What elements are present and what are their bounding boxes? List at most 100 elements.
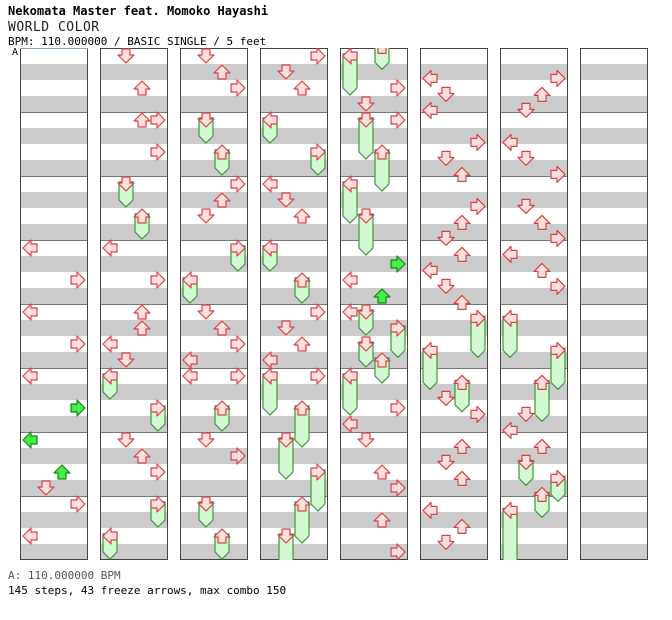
note-layer <box>262 48 326 560</box>
down-arrow-icon <box>197 208 215 224</box>
beat-stripe <box>100 64 168 80</box>
left-arrow-icon <box>502 421 518 439</box>
beat-stripe <box>340 160 408 176</box>
freeze-arrow <box>278 533 294 560</box>
freeze-arrow <box>278 437 294 480</box>
column-border <box>500 48 568 560</box>
beat-stripe <box>180 128 248 144</box>
up-arrow-icon <box>293 80 311 96</box>
up-arrow-icon <box>293 272 311 288</box>
up-arrow-icon <box>293 400 311 416</box>
down-arrow-icon <box>277 528 295 544</box>
chart-meta: BPM: 110.000000 / BASIC SINGLE / 5 feet <box>8 35 267 48</box>
bpm-marker-label: A <box>12 47 19 58</box>
right-arrow-icon <box>150 463 166 481</box>
note-layer <box>422 69 486 551</box>
beat-stripe <box>580 384 648 400</box>
right-arrow-icon <box>470 309 486 327</box>
beat-stripe <box>580 288 648 304</box>
up-arrow-icon <box>533 374 551 390</box>
beat-stripe <box>260 192 328 208</box>
beat-stripe <box>20 320 88 336</box>
left-arrow-icon <box>342 175 358 193</box>
beat-stripe <box>100 256 168 272</box>
down-arrow-icon <box>37 480 55 496</box>
down-arrow-icon <box>357 432 375 448</box>
left-arrow-icon <box>22 239 38 257</box>
down-arrow-icon <box>277 64 295 80</box>
right-arrow-icon <box>150 399 166 417</box>
up-arrow-icon <box>453 294 471 310</box>
beat-stripe <box>260 224 328 240</box>
beat-stripe <box>260 416 328 432</box>
column-border <box>100 48 168 560</box>
beat-stripe <box>20 384 88 400</box>
left-arrow-icon <box>22 367 38 385</box>
right-arrow-icon <box>150 271 166 289</box>
beat-stripe <box>180 480 248 496</box>
right-arrow-icon <box>310 143 326 161</box>
right-arrow-icon <box>150 143 166 161</box>
right-arrow-icon <box>550 69 566 88</box>
beat-stripe <box>20 256 88 272</box>
up-arrow-icon <box>213 64 231 80</box>
beat-stripe <box>580 256 648 272</box>
beat-stripe <box>340 448 408 464</box>
beat-stripe <box>420 288 488 304</box>
down-arrow-icon <box>517 150 535 166</box>
beat-stripe <box>340 96 408 112</box>
beat-stripe <box>260 448 328 464</box>
beat-stripe <box>340 288 408 304</box>
up-arrow-icon <box>453 166 471 182</box>
freeze-arrow <box>358 117 374 160</box>
right-arrow-icon <box>390 111 406 129</box>
up-arrow-icon <box>533 486 551 502</box>
beat-stripe <box>580 64 648 80</box>
right-arrow-icon <box>70 271 86 289</box>
beat-stripe <box>580 192 648 208</box>
column-border <box>180 48 248 560</box>
right-arrow-icon <box>550 165 566 183</box>
beat-stripe <box>420 480 488 496</box>
right-arrow-icon <box>470 405 486 423</box>
beat-stripe <box>420 160 488 176</box>
right-arrow-icon <box>390 319 406 337</box>
up-arrow-icon <box>133 80 151 96</box>
beat-stripe <box>180 192 248 208</box>
down-arrow-icon <box>117 432 135 448</box>
beat-stripe <box>180 320 248 336</box>
beat-stripe <box>420 416 488 432</box>
up-arrow-icon <box>533 262 551 278</box>
chart-column <box>420 48 488 560</box>
down-arrow-icon <box>197 112 215 128</box>
right-arrow-icon <box>230 239 246 257</box>
up-arrow-icon <box>133 320 151 336</box>
beat-stripe <box>100 192 168 208</box>
right-arrow-icon <box>550 229 566 247</box>
beat-stripe <box>580 320 648 336</box>
beat-stripe <box>340 224 408 240</box>
note-layer <box>182 48 246 560</box>
down-arrow-icon <box>437 454 455 470</box>
left-arrow-icon <box>342 367 358 385</box>
right-arrow-icon <box>470 197 486 215</box>
down-arrow-icon <box>117 176 135 192</box>
beat-stripe <box>500 256 568 272</box>
right-arrow-icon <box>230 335 246 353</box>
beat-stripe <box>20 64 88 80</box>
beat-stripe <box>20 96 88 112</box>
beat-stripe <box>180 384 248 400</box>
beat-stripe <box>580 480 648 496</box>
right-arrow-icon <box>70 399 86 417</box>
beat-stripe <box>100 448 168 464</box>
left-arrow-icon <box>342 271 358 289</box>
left-arrow-icon <box>102 335 118 353</box>
beat-stripe <box>20 480 88 496</box>
beat-stripe <box>20 128 88 144</box>
down-arrow-icon <box>197 496 215 512</box>
left-arrow-icon <box>342 415 358 433</box>
left-arrow-icon <box>262 175 278 193</box>
right-arrow-icon <box>550 277 566 295</box>
up-arrow-icon <box>133 208 151 224</box>
beat-stripe <box>340 128 408 144</box>
